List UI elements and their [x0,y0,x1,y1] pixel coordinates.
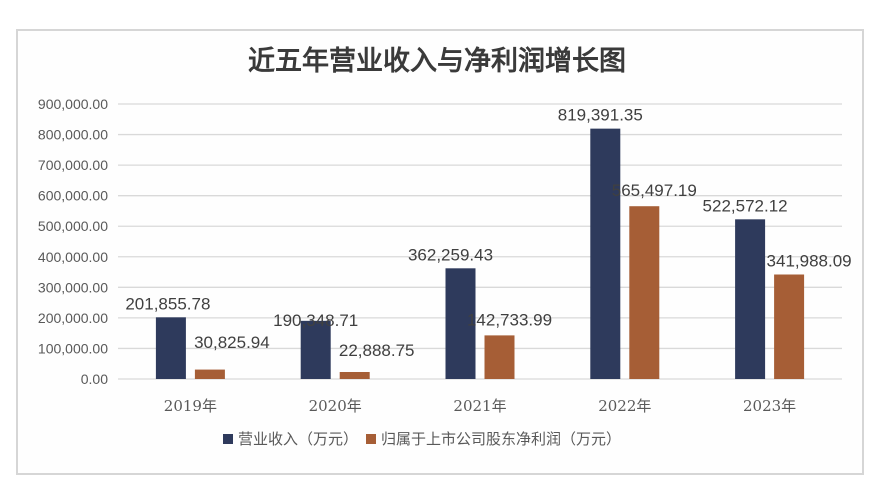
y-tick-label: 400,000.00 [38,249,108,265]
y-tick-label: 900,000.00 [38,96,108,112]
x-tick-label: 2019年 [164,397,217,415]
data-label: 522,572.12 [703,196,788,215]
bar-net-profit [774,274,805,379]
legend-item[interactable]: 归属于上市公司股东净利润（万元） [366,430,621,448]
y-tick-label: 300,000.00 [38,279,108,295]
bar-net-profit [194,369,225,379]
bar-revenue [735,219,766,379]
data-label: 565,497.19 [612,181,697,200]
bar-net-profit [484,335,515,379]
data-label: 30,825.94 [194,333,270,352]
x-tick-label: 2023年 [743,397,796,415]
legend-label: 归属于上市公司股东净利润（万元） [381,430,621,448]
x-tick-label: 2020年 [309,397,362,415]
bar-revenue [590,128,621,379]
legend: 营业收入（万元） 归属于上市公司股东净利润（万元） [223,430,621,448]
bar-revenue [300,320,331,379]
chart-title: 近五年营业收入与净利润增长图 [248,45,626,77]
y-tick-label: 700,000.00 [38,157,108,173]
legend-label: 营业收入（万元） [238,430,358,448]
legend-item[interactable]: 营业收入（万元） [223,430,358,448]
bar-net-profit [339,372,370,379]
x-tick-label: 2022年 [598,397,651,415]
data-label: 142,733.99 [467,310,552,329]
bars [155,128,805,379]
legend-swatch [223,434,233,444]
data-label: 190,348.71 [273,311,358,330]
bar-revenue [155,317,186,379]
y-tick-label: 600,000.00 [38,188,108,204]
data-label: 22,888.75 [339,341,415,360]
data-label: 362,259.43 [408,245,493,264]
x-axis: 2019年 2020年 2021年 2022年 2023年 [164,397,796,415]
data-label: 201,855.78 [125,294,210,313]
legend-swatch [366,434,376,444]
gridlines [118,103,842,380]
y-axis: 0.00 100,000.00 200,000.00 300,000.00 400,00… [38,96,108,387]
y-tick-label: 100,000.00 [38,340,108,356]
y-tick-label: 800,000.00 [38,127,108,143]
bar-net-profit [629,206,660,379]
y-tick-label: 0.00 [81,371,108,387]
y-tick-label: 200,000.00 [38,310,108,326]
x-tick-label: 2021年 [453,397,506,415]
data-label: 341,988.09 [767,252,852,271]
data-label: 819,391.35 [558,106,643,125]
bar-revenue [445,268,476,379]
chart-frame [16,29,864,475]
y-tick-label: 500,000.00 [38,218,108,234]
